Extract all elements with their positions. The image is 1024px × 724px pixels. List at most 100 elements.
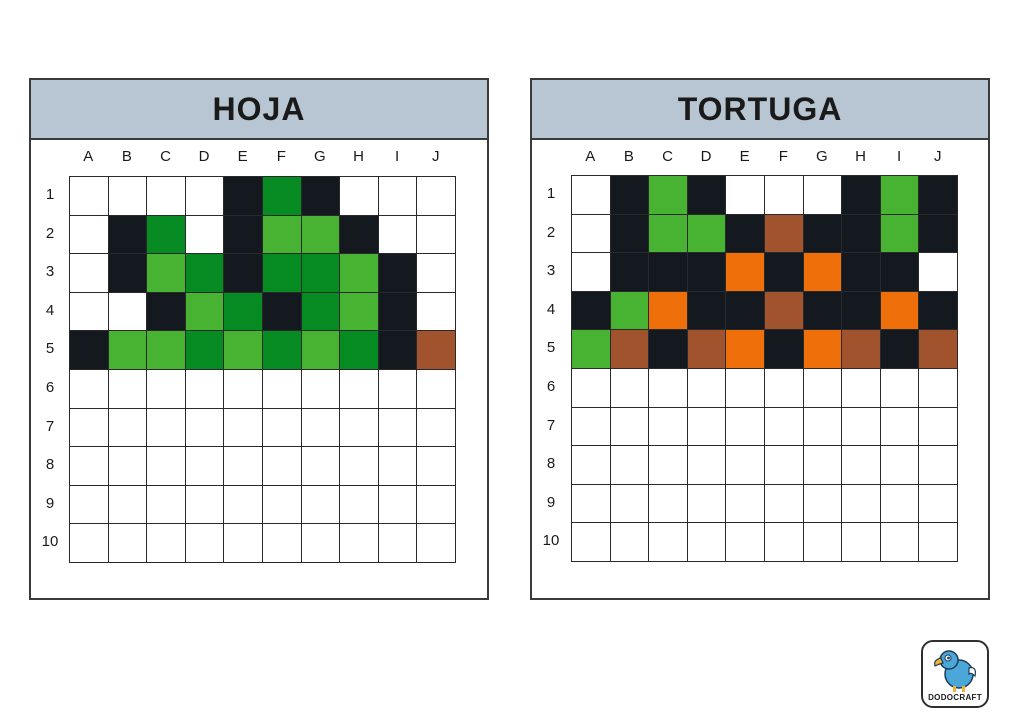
grid-cell-J3[interactable] [417, 254, 456, 293]
grid-cell-C4[interactable] [147, 292, 186, 332]
grid-cell-D5[interactable] [185, 331, 225, 370]
grid-cell-B6[interactable] [610, 368, 650, 408]
grid-cell-G7[interactable] [803, 407, 843, 447]
grid-cell-F7[interactable] [262, 408, 302, 448]
grid-cell-H3[interactable] [842, 253, 881, 292]
grid-cell-G4[interactable] [803, 291, 843, 331]
grid-cell-G2[interactable] [301, 215, 341, 255]
grid-cell-F10[interactable] [262, 524, 302, 563]
grid-cell-H4[interactable] [842, 291, 881, 331]
grid-cell-E4[interactable] [224, 292, 263, 332]
grid-cell-B2[interactable] [108, 215, 148, 255]
grid-cell-G6[interactable] [803, 368, 843, 408]
grid-cell-G4[interactable] [301, 292, 341, 332]
grid-cell-I4[interactable] [880, 291, 920, 331]
grid-cell-H8[interactable] [842, 446, 881, 485]
grid-cell-A5[interactable] [70, 331, 109, 370]
grid-cell-J3[interactable] [919, 253, 958, 292]
grid-cell-I1[interactable] [880, 176, 920, 215]
grid-cell-H8[interactable] [340, 447, 379, 486]
grid-cell-D8[interactable] [185, 447, 225, 486]
grid-cell-F5[interactable] [764, 330, 804, 369]
grid-cell-I3[interactable] [378, 254, 418, 293]
grid-cell-D1[interactable] [687, 176, 727, 215]
grid-cell-A3[interactable] [70, 254, 109, 293]
grid-cell-E3[interactable] [726, 253, 765, 292]
grid-cell-I7[interactable] [880, 407, 920, 447]
grid-cell-F8[interactable] [262, 447, 302, 486]
grid-cell-F1[interactable] [764, 176, 804, 215]
grid-cell-C2[interactable] [147, 215, 186, 255]
grid-cell-H7[interactable] [842, 407, 881, 447]
grid-cell-E6[interactable] [224, 369, 263, 409]
grid-cell-A6[interactable] [572, 368, 611, 408]
grid-cell-B8[interactable] [108, 447, 148, 486]
grid-cell-H2[interactable] [842, 214, 881, 254]
grid-cell-B4[interactable] [610, 291, 650, 331]
grid-cell-F6[interactable] [764, 368, 804, 408]
grid-cell-I1[interactable] [378, 177, 418, 216]
grid-cell-A6[interactable] [70, 369, 109, 409]
grid-cell-E4[interactable] [726, 291, 765, 331]
grid-cell-G7[interactable] [301, 408, 341, 448]
grid-cell-C1[interactable] [147, 177, 186, 216]
grid-cell-H5[interactable] [842, 330, 881, 369]
grid-cell-D3[interactable] [185, 254, 225, 293]
grid-cell-H3[interactable] [340, 254, 379, 293]
grid-cell-F5[interactable] [262, 331, 302, 370]
grid-cell-J6[interactable] [417, 369, 456, 409]
grid-cell-E8[interactable] [224, 447, 263, 486]
grid-cell-A9[interactable] [70, 485, 109, 525]
grid-cell-C6[interactable] [147, 369, 186, 409]
grid-cell-I10[interactable] [378, 524, 418, 563]
grid-cell-D5[interactable] [687, 330, 727, 369]
grid-cell-I2[interactable] [880, 214, 920, 254]
grid-cell-G3[interactable] [301, 254, 341, 293]
grid-cell-A4[interactable] [70, 292, 109, 332]
grid-cell-E9[interactable] [224, 485, 263, 525]
grid-cell-F4[interactable] [262, 292, 302, 332]
grid-cell-C4[interactable] [649, 291, 688, 331]
grid-cell-J9[interactable] [919, 484, 958, 524]
grid-cell-C5[interactable] [147, 331, 186, 370]
grid-cell-D6[interactable] [185, 369, 225, 409]
grid-cell-I5[interactable] [378, 331, 418, 370]
grid-cell-D4[interactable] [687, 291, 727, 331]
grid-cell-D7[interactable] [687, 407, 727, 447]
grid-cell-G10[interactable] [803, 523, 843, 562]
grid-cell-H9[interactable] [340, 485, 379, 525]
grid-cell-A3[interactable] [572, 253, 611, 292]
grid-cell-B7[interactable] [610, 407, 650, 447]
grid-cell-D2[interactable] [687, 214, 727, 254]
grid-cell-A1[interactable] [572, 176, 611, 215]
grid-cell-J1[interactable] [417, 177, 456, 216]
grid-cell-B7[interactable] [108, 408, 148, 448]
grid-cell-E6[interactable] [726, 368, 765, 408]
grid-cell-E9[interactable] [726, 484, 765, 524]
grid-cell-A4[interactable] [572, 291, 611, 331]
grid-cell-J5[interactable] [417, 331, 456, 370]
grid-cell-G10[interactable] [301, 524, 341, 563]
grid-cell-D7[interactable] [185, 408, 225, 448]
grid-cell-E10[interactable] [224, 524, 263, 563]
grid-cell-I7[interactable] [378, 408, 418, 448]
grid-cell-I9[interactable] [378, 485, 418, 525]
grid-cell-G5[interactable] [301, 331, 341, 370]
grid-cell-G3[interactable] [803, 253, 843, 292]
grid-cell-J9[interactable] [417, 485, 456, 525]
grid-cell-D6[interactable] [687, 368, 727, 408]
grid-cell-C3[interactable] [147, 254, 186, 293]
grid-cell-B5[interactable] [610, 330, 650, 369]
grid-cell-A9[interactable] [572, 484, 611, 524]
grid-cell-I6[interactable] [880, 368, 920, 408]
grid-cell-J10[interactable] [417, 524, 456, 563]
grid-cell-F2[interactable] [262, 215, 302, 255]
grid-cell-D8[interactable] [687, 446, 727, 485]
grid-cell-D2[interactable] [185, 215, 225, 255]
grid-cell-J5[interactable] [919, 330, 958, 369]
grid-cell-C2[interactable] [649, 214, 688, 254]
grid-cell-B4[interactable] [108, 292, 148, 332]
grid-cell-G8[interactable] [803, 446, 843, 485]
grid-cell-D10[interactable] [185, 524, 225, 563]
grid-cell-I5[interactable] [880, 330, 920, 369]
